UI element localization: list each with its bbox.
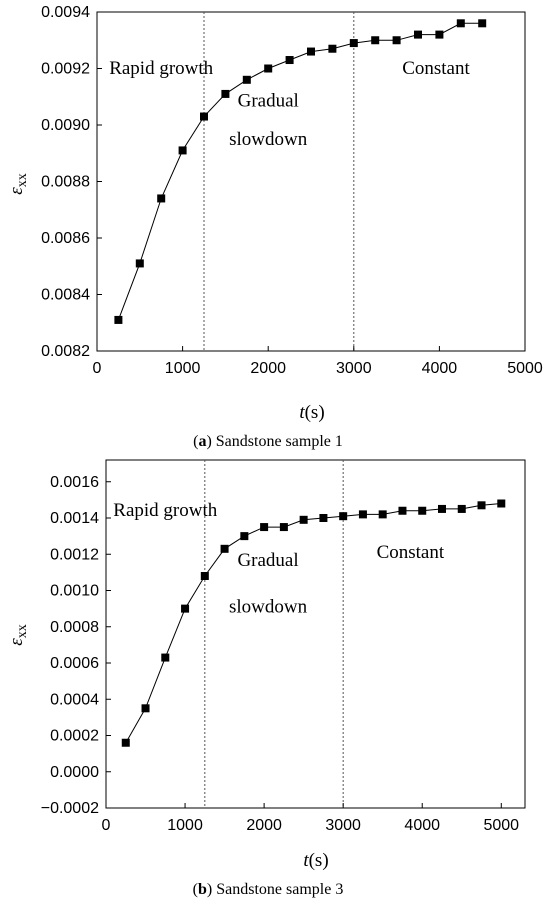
- y-tick-label: 0.0016: [50, 474, 99, 491]
- y-axis-label: εxx: [6, 624, 30, 646]
- phase-annotation: Gradual: [237, 550, 298, 571]
- y-tick-label: 0.0092: [41, 61, 90, 78]
- data-point: [299, 515, 308, 524]
- y-tick-label: 0.0086: [41, 230, 90, 247]
- data-point: [221, 89, 230, 98]
- data-point: [457, 504, 466, 513]
- data-point: [264, 64, 273, 73]
- x-tick-label: 0: [102, 817, 111, 834]
- y-tick-label: 0.0088: [41, 174, 90, 191]
- data-point: [279, 523, 288, 532]
- data-point: [477, 501, 486, 510]
- data-point: [114, 315, 123, 324]
- x-tick-label: 2000: [250, 360, 286, 377]
- data-point: [349, 39, 358, 48]
- data-point: [378, 510, 387, 519]
- y-tick-label: 0.0004: [50, 691, 99, 708]
- y-axis-label: εxx: [6, 173, 30, 195]
- data-point: [242, 75, 251, 84]
- x-tick-label: 2000: [246, 817, 282, 834]
- data-point: [260, 523, 269, 532]
- phase-annotation: Constant: [377, 542, 445, 563]
- data-point: [398, 506, 407, 515]
- data-point: [339, 512, 348, 521]
- x-tick-label: 1000: [165, 360, 201, 377]
- y-tick-label: 0.0084: [41, 287, 90, 304]
- data-point: [178, 146, 187, 155]
- y-tick-label: 0.0094: [41, 4, 90, 21]
- data-point: [497, 499, 506, 508]
- chart-panel-a: 0.0082 0.0084 0.0086 0.0088 0.0090 0.0092 0.00…: [6, 4, 543, 450]
- phase-annotation: Gradual: [238, 91, 299, 112]
- phase-annotation: slowdown: [229, 129, 308, 150]
- y-tick-label: 0.0000: [50, 764, 99, 781]
- data-point: [358, 510, 367, 519]
- x-tick-label: 5000: [507, 360, 543, 377]
- data-point: [285, 56, 294, 65]
- x-axis-label: t(s): [303, 850, 328, 871]
- phase-annotation: Rapid growth: [109, 58, 213, 79]
- x-tick-label: 3000: [325, 817, 361, 834]
- phase-annotation: Constant: [402, 58, 470, 79]
- x-tick-label: 5000: [483, 817, 519, 834]
- phase-annotation: slowdown: [229, 596, 308, 617]
- data-point: [414, 30, 422, 39]
- data-point: [135, 259, 144, 268]
- panel-caption: (b) Sandstone sample 3: [193, 881, 344, 898]
- data-point: [157, 194, 166, 203]
- data-point: [200, 112, 208, 121]
- phase-annotation: Rapid growth: [113, 500, 217, 521]
- data-point: [319, 514, 328, 522]
- data-point: [161, 653, 170, 662]
- y-tick-label: 0.0012: [50, 546, 99, 563]
- y-tick-label: 0.0002: [50, 728, 99, 745]
- series-line: [125, 503, 502, 744]
- x-axis-label: t(s): [299, 402, 324, 423]
- panel-caption: (a) Sandstone sample 1: [193, 433, 343, 450]
- data-point: [220, 544, 229, 553]
- y-tick-label: 0.0006: [50, 655, 99, 672]
- x-tick-label: 3000: [336, 360, 372, 377]
- data-point: [456, 19, 465, 28]
- x-tick-label: 0: [93, 360, 102, 377]
- x-tick-label: 4000: [404, 817, 440, 834]
- data-point: [371, 36, 380, 45]
- chart-panel-b: −0.0002 0.0000 0.0002 0.0004 0.0006 0.0008 0.0…: [6, 459, 526, 898]
- data-point: [435, 30, 444, 39]
- data-point: [307, 47, 315, 56]
- data-point: [418, 506, 427, 515]
- data-point: [240, 532, 249, 541]
- y-tick-label: 0.0008: [50, 619, 99, 636]
- data-point: [478, 19, 487, 28]
- data-point: [392, 36, 401, 45]
- plot-frame: [105, 459, 526, 809]
- y-tick-label: 0.0082: [41, 343, 90, 360]
- data-point: [200, 572, 209, 580]
- data-point: [181, 604, 190, 613]
- x-tick-label: 4000: [422, 360, 458, 377]
- y-tick-label: 0.0010: [50, 583, 99, 600]
- data-point: [121, 738, 130, 747]
- y-tick-label: 0.0090: [41, 117, 90, 134]
- y-tick-label: −0.0002: [41, 800, 99, 817]
- x-tick-label: 1000: [167, 817, 203, 834]
- data-point: [328, 44, 337, 53]
- data-point: [437, 504, 446, 513]
- y-tick-label: 0.0014: [50, 510, 99, 527]
- data-point: [141, 704, 150, 713]
